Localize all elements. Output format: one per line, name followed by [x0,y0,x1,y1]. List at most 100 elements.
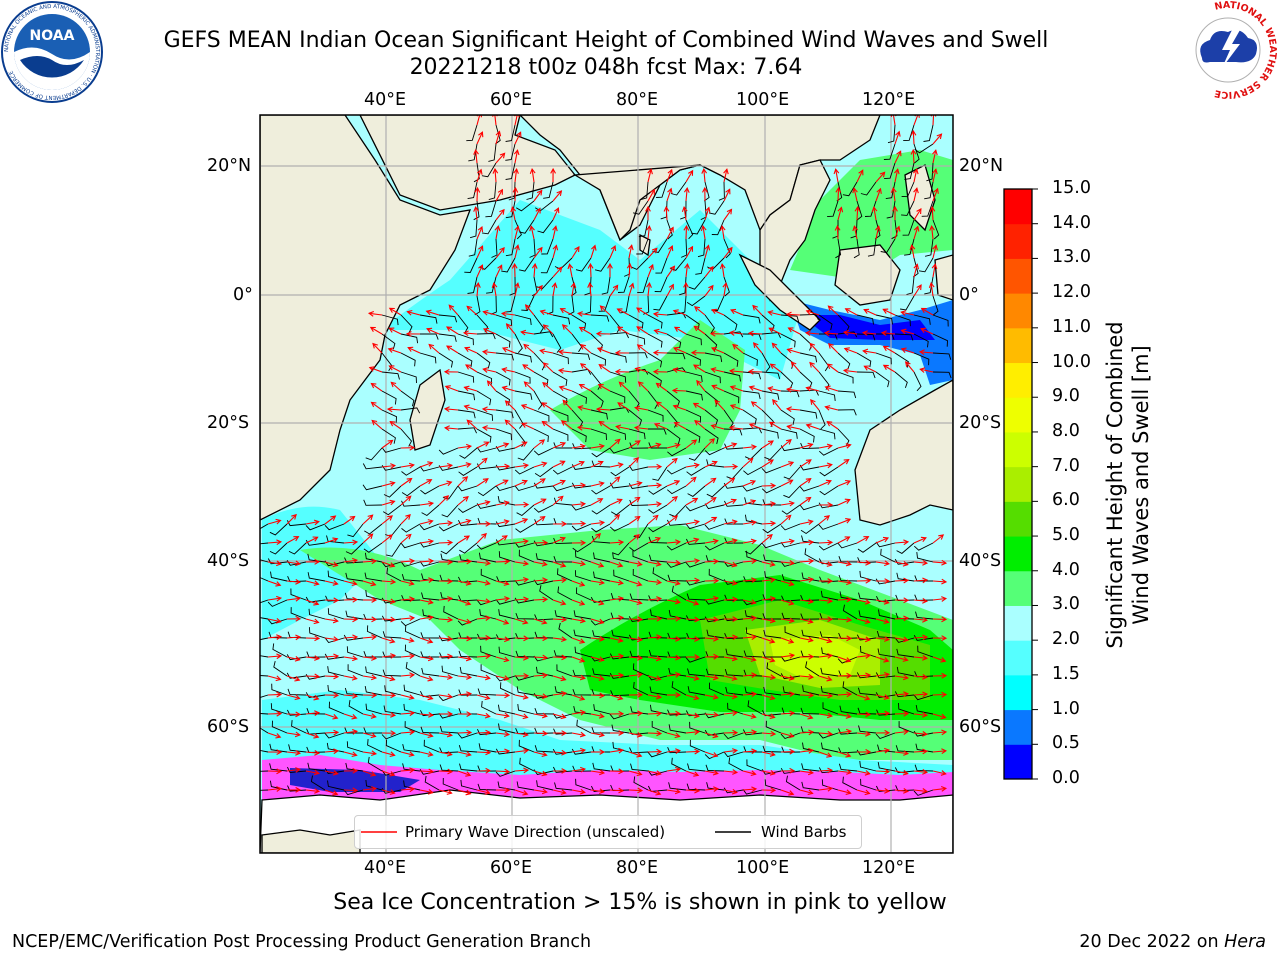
wave-direction-arrow [324,538,338,544]
wave-direction-arrow [704,637,718,640]
wave-direction-arrow [476,617,490,620]
wave-direction-arrowhead [371,750,378,757]
wave-direction-arrow [742,788,757,791]
wind-barb [305,692,326,698]
wind-barb-legend-label: Wind Barbs [761,823,847,841]
wind-barb [552,314,571,325]
wave-direction-arrowhead [674,480,681,486]
land-sumatra [738,253,821,331]
wave-direction-arrowhead [675,636,682,642]
wind-barb [554,686,573,696]
wave-direction-arrowhead [614,514,621,520]
wave-direction-arrow [400,598,414,601]
wave-direction-arrow [438,789,452,794]
wave-direction-arrow [381,580,396,583]
wave-direction-arrowhead [408,751,415,757]
wave-direction-arrow [635,407,649,411]
wave-direction-arrowhead [903,577,910,584]
wind-barb [653,295,668,311]
wind-barb [689,721,706,734]
wave-direction-arrowhead [313,733,320,739]
wind-barb [837,390,857,399]
wave-direction-arrow [685,637,699,641]
wave-direction-arrowhead [482,309,489,316]
wave-direction-arrow [514,618,528,624]
wave-direction-arrowhead [804,330,811,337]
wind-barb [419,465,440,472]
wave-direction-arrowhead [771,342,778,349]
wave-direction-arrow [930,283,934,297]
wind-barb [620,295,630,314]
wind-barb [711,219,725,236]
wind-barb [497,781,516,791]
wave-direction-arrowhead [371,655,378,661]
wind-barb [647,371,662,387]
wind-barb [288,744,307,753]
wave-direction-arrowhead [409,653,416,660]
wave-direction-arrowhead [333,729,340,736]
wave-direction-arrow [571,445,585,449]
wave-direction-arrowhead [846,672,853,679]
wave-direction-arrow [761,751,775,756]
wave-direction-arrow [597,347,611,354]
lon-tick-top: 100°E [736,90,790,110]
wave-direction-arrowhead [674,580,681,586]
wave-direction-arrowhead [333,748,340,755]
wave-direction-arrowhead [636,326,643,332]
wave-direction-arrowhead [446,326,453,332]
wave-direction-arrow [818,751,832,757]
colorbar-bin [1004,293,1032,329]
wave-direction-arrowhead [785,311,792,318]
wave-direction-arrow [505,419,516,430]
wave-direction-arrow [666,637,680,640]
wind-barb [347,664,364,677]
wave-direction-arrow [647,597,661,601]
wind-barb [260,789,269,791]
wave-direction-arrow [324,675,339,678]
wind-barb [705,764,725,772]
wave-direction-arrowhead [865,577,872,584]
wave-direction-arrow [483,351,497,354]
wave-direction-arrow [609,438,621,449]
wind-barb [723,561,744,567]
wave-direction-arrow [483,368,497,373]
wind-barb [457,485,478,492]
wave-direction-arrow [609,580,623,584]
wave-direction-arrow [559,351,573,354]
wind-barb [590,314,610,322]
wave-direction-arrowhead [598,675,605,681]
wave-direction-legend-swatch [361,831,397,833]
wave-direction-arrow [742,599,756,604]
wave-direction-arrowhead [598,420,605,427]
wind-barb [477,688,497,696]
wave-direction-arrow [590,580,604,584]
wave-direction-arrowhead [922,634,929,641]
wind-barb [932,314,949,327]
wind-barb [533,409,550,422]
wave-direction-arrow [752,305,763,316]
wind-barb [514,314,532,326]
wave-direction-arrowhead [719,262,726,269]
wind-barb [481,700,497,715]
wave-direction-arrowhead [893,168,900,175]
wave-direction-arrowhead [929,205,936,212]
wave-direction-arrowhead [504,636,511,643]
wind-barb [269,542,288,555]
wave-direction-arrow [780,461,794,468]
wind-barb [628,616,649,622]
wave-direction-arrow [636,326,649,335]
wind-barb [820,590,839,601]
wave-direction-arrow [875,226,880,240]
wave-direction-arrowhead [598,579,605,586]
wind-barb [438,712,459,719]
wave-direction-arrow [742,560,756,563]
wind-barb [853,238,860,259]
wave-direction-arrowhead [610,245,617,252]
wave-direction-arrow [324,655,339,658]
wave-direction-arrowhead [598,562,605,568]
wave-direction-arrow [636,307,649,316]
wave-direction-arrowhead [634,440,641,446]
wave-direction-arrow [704,694,718,699]
wave-direction-arrow [780,654,794,658]
wave-direction-arrowhead [883,618,890,625]
